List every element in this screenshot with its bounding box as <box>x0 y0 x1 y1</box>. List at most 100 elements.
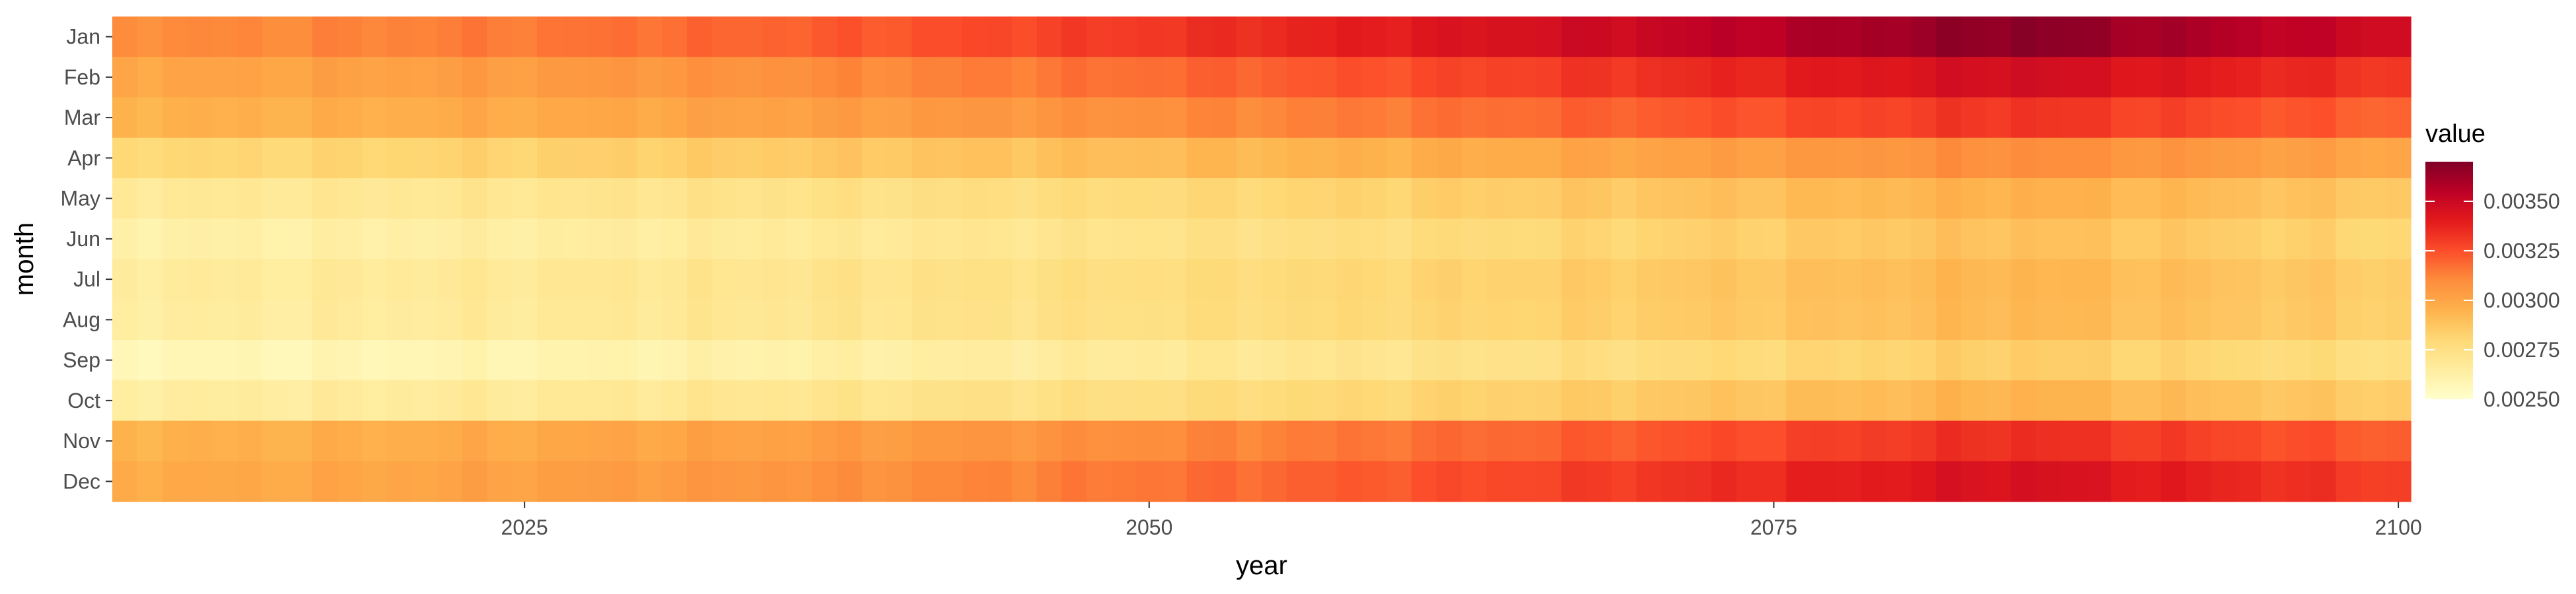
y-tick-label: May <box>61 187 100 211</box>
heatmap-cell <box>512 340 538 381</box>
heatmap-cell <box>736 218 763 260</box>
heatmap-cell <box>537 16 563 57</box>
heatmap-cell <box>212 16 238 57</box>
heatmap-cell <box>687 57 713 98</box>
heatmap-cell <box>561 16 588 57</box>
y-tick-label: Nov <box>63 429 100 453</box>
color-legend: value 0.00250 0.00275 0.00300 0.00325 0.0035… <box>2425 120 2560 411</box>
heatmap-cell <box>1486 380 1512 422</box>
heatmap-cell <box>836 137 863 179</box>
heatmap-cell <box>437 461 463 502</box>
heatmap-cell <box>1611 461 1637 502</box>
heatmap-cell <box>1136 299 1163 341</box>
heatmap-cell <box>587 420 613 462</box>
heatmap-cell <box>1686 57 1712 98</box>
heatmap-cell <box>1611 340 1637 381</box>
legend-tick-label: 0.00350 <box>2484 189 2560 213</box>
heatmap-cell <box>1586 16 1612 57</box>
heatmap-cell <box>1336 57 1362 98</box>
heatmap-cell <box>612 461 637 502</box>
heatmap-cell <box>362 178 388 219</box>
heatmap-cell <box>561 420 588 462</box>
heatmap-cell <box>1286 16 1312 57</box>
heatmap-cell <box>1436 218 1462 260</box>
heatmap-cell <box>237 259 263 300</box>
heatmap-cell <box>411 259 438 300</box>
legend-tick-label: 0.00300 <box>2484 288 2560 312</box>
heatmap-cell <box>2135 420 2162 462</box>
heatmap-cell <box>537 420 563 462</box>
heatmap-cell <box>2361 218 2386 260</box>
heatmap-cell <box>1636 97 1662 139</box>
heatmap-cell <box>1561 259 1587 300</box>
heatmap-cell <box>1786 57 1812 98</box>
heatmap-cell <box>886 299 913 341</box>
heatmap-cell <box>1961 420 1987 462</box>
heatmap-cell <box>312 178 338 219</box>
heatmap-cell <box>1461 137 1487 179</box>
heatmap-cell <box>1636 16 1662 57</box>
heatmap-cell <box>462 57 487 98</box>
heatmap-cell <box>1586 178 1612 219</box>
heatmap-cell <box>1061 380 1087 422</box>
heatmap-cell <box>1311 218 1338 260</box>
heatmap-cell <box>162 97 188 139</box>
heatmap-cell <box>1686 137 1712 179</box>
heatmap-cell <box>362 420 388 462</box>
heatmap-cell <box>1811 420 1837 462</box>
heatmap-cell <box>1036 178 1062 219</box>
heatmap-cell <box>2261 259 2287 300</box>
heatmap-cell <box>612 259 637 300</box>
heatmap-cell <box>1411 16 1437 57</box>
y-tick-label: Sep <box>63 348 100 372</box>
heatmap-cell <box>937 178 962 219</box>
heatmap-cell <box>1836 97 1862 139</box>
heatmap-cell <box>1011 178 1038 219</box>
heatmap-cell <box>2211 340 2236 381</box>
heatmap-cell <box>1986 461 2012 502</box>
heatmap-cell <box>762 380 787 422</box>
heatmap-cell <box>2186 218 2211 260</box>
heatmap-cell <box>962 299 987 341</box>
heatmap-cell <box>1886 461 1912 502</box>
heatmap-cell <box>1911 97 1937 139</box>
heatmap-cell <box>387 380 413 422</box>
heatmap-cell <box>1236 16 1262 57</box>
heatmap-cell <box>1461 218 1487 260</box>
heatmap-cell <box>762 340 787 381</box>
heatmap-cell <box>587 299 613 341</box>
heatmap-cell <box>1861 178 1887 219</box>
heatmap-cell <box>1411 57 1437 98</box>
heatmap-cell <box>537 57 563 98</box>
heatmap-cell <box>1486 340 1512 381</box>
heatmap-cell <box>1561 16 1587 57</box>
heatmap-cell <box>1661 340 1687 381</box>
heatmap-cell <box>537 97 563 139</box>
heatmap-cell <box>462 461 487 502</box>
heatmap-cell <box>1186 16 1212 57</box>
heatmap-cell <box>2036 259 2062 300</box>
heatmap-cell <box>812 137 838 179</box>
heatmap-cell <box>1936 137 1962 179</box>
heatmap-cell <box>1936 380 1962 422</box>
heatmap-cell <box>1936 57 1962 98</box>
heatmap-cell <box>1461 380 1487 422</box>
heatmap-cell <box>1536 259 1562 300</box>
y-tick-label: Mar <box>64 106 100 129</box>
heatmap-cell <box>937 299 962 341</box>
heatmap-cell <box>1886 259 1912 300</box>
heatmap-cell <box>986 340 1013 381</box>
heatmap-cell <box>2211 97 2236 139</box>
heatmap-cell <box>1511 218 1537 260</box>
heatmap-cell <box>1886 16 1912 57</box>
heatmap-cell <box>886 420 913 462</box>
heatmap-cell <box>1761 420 1787 462</box>
heatmap-cell <box>1936 461 1962 502</box>
heatmap-cell <box>1761 178 1787 219</box>
heatmap-cell <box>537 259 563 300</box>
heatmap-cell <box>2161 218 2187 260</box>
heatmap-cell <box>1836 57 1862 98</box>
heatmap-cell <box>962 259 987 300</box>
heatmap-cell <box>1811 57 1837 98</box>
heatmap-cell <box>2236 259 2262 300</box>
